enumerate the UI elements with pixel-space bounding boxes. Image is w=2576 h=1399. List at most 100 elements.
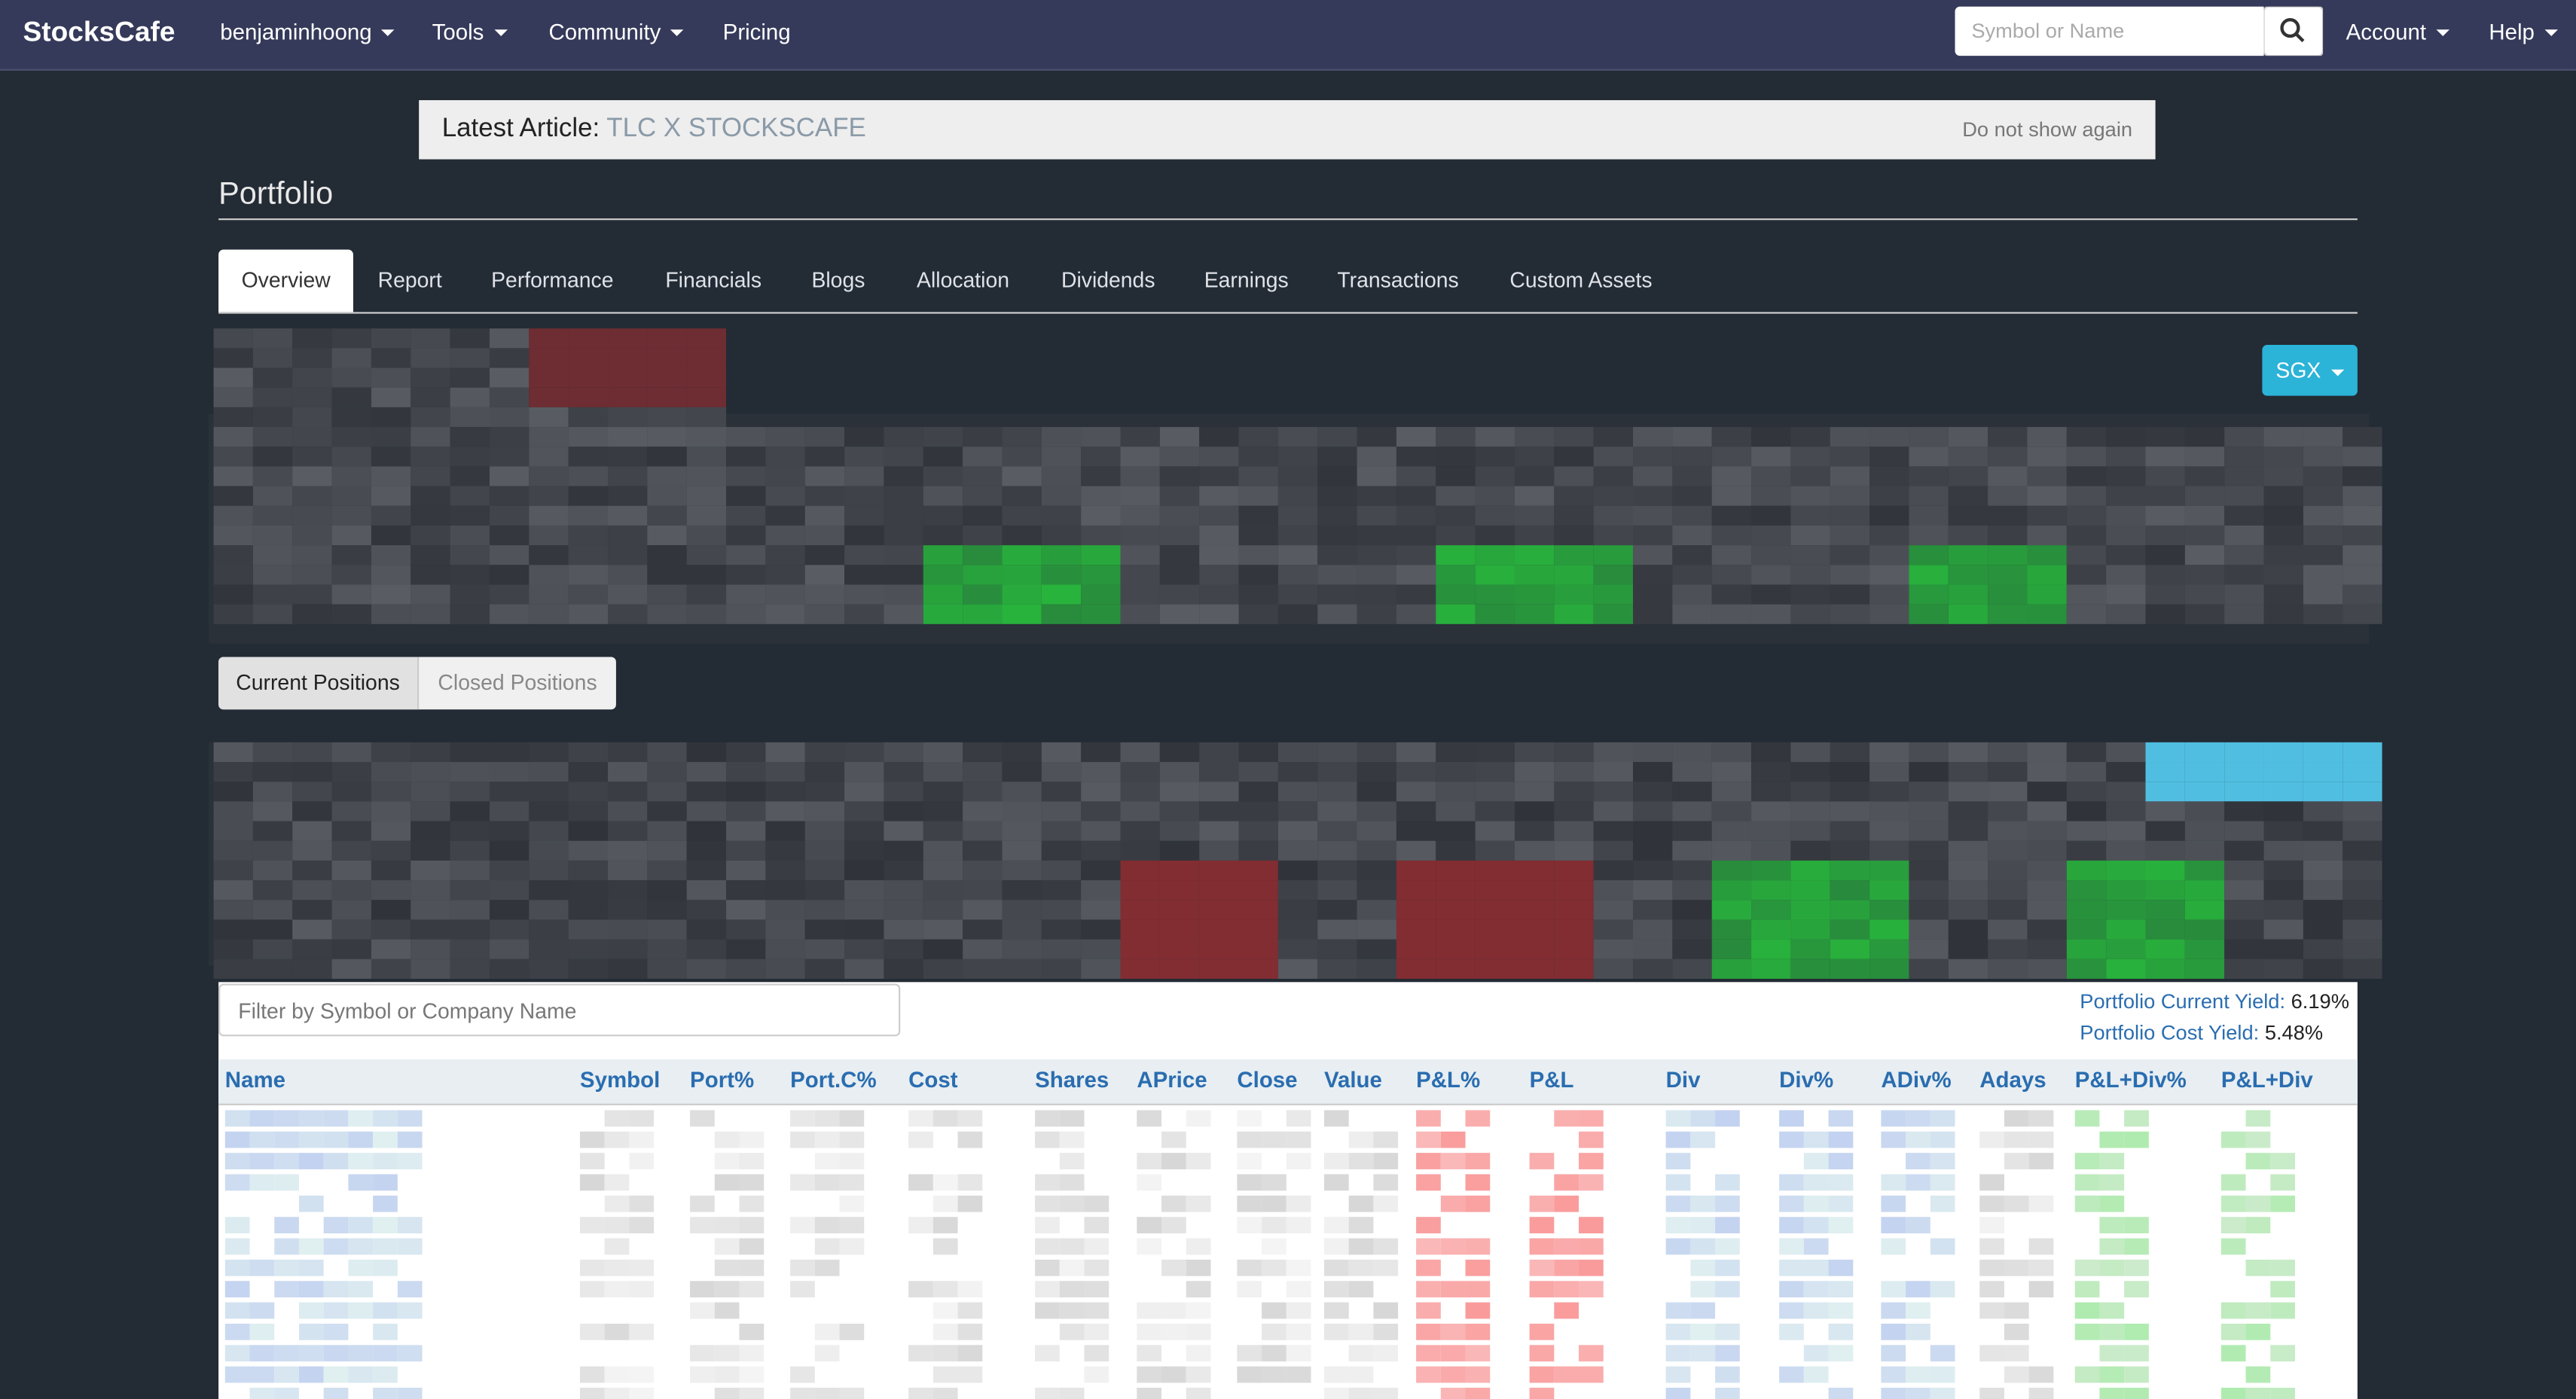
redacted-block <box>1416 1345 1441 1362</box>
redacted-block <box>1751 762 1791 782</box>
redacted-block <box>568 348 609 368</box>
redacted-block <box>1803 1195 1829 1212</box>
redacted-block <box>1081 821 1121 841</box>
tab[interactable]: Earnings <box>1204 267 1289 293</box>
redacted-block <box>1436 762 1476 782</box>
redacted-block <box>814 1131 840 1148</box>
search-input[interactable]: Symbol or Name <box>1955 6 2264 56</box>
redacted-block <box>529 742 569 763</box>
redacted-block <box>371 447 411 467</box>
tab[interactable]: Financials <box>665 267 762 293</box>
tab[interactable]: Report <box>377 267 442 293</box>
dismiss-link[interactable]: Do not show again <box>1962 118 2133 142</box>
nav-item[interactable]: Help <box>2489 20 2557 44</box>
tab[interactable]: Custom Assets <box>1509 267 1653 293</box>
redacted-block <box>371 604 411 624</box>
redacted-block <box>1084 1366 1109 1383</box>
redacted-block <box>1711 801 1752 821</box>
table-column[interactable]: P&L+Div% <box>2074 1067 2187 1093</box>
redacted-block <box>1779 1323 1804 1340</box>
filter-input[interactable]: Filter by Symbol or Company Name <box>218 983 901 1037</box>
redacted-block <box>923 427 963 447</box>
redacted-block <box>1751 742 1791 763</box>
search-button[interactable] <box>2263 6 2324 56</box>
redacted-block <box>1277 959 1318 979</box>
redacted-block <box>1828 1153 1854 1169</box>
redacted-block <box>1238 801 1278 821</box>
redacted-block <box>2224 821 2264 841</box>
brand[interactable]: StocksCafe <box>23 16 175 48</box>
table-column[interactable]: Port% <box>690 1067 755 1093</box>
table-column[interactable]: Div% <box>1779 1067 1834 1093</box>
redacted-block <box>2343 840 2382 861</box>
redacted-block <box>331 427 371 447</box>
tab[interactable]: Transactions <box>1337 267 1459 293</box>
table-column[interactable]: Port.C% <box>790 1067 877 1093</box>
redacted-block <box>1120 880 1160 901</box>
toggle-button[interactable]: Current Positions <box>218 657 420 710</box>
redacted-block <box>839 1238 865 1255</box>
nav-item[interactable]: Tools <box>432 20 507 44</box>
table-column[interactable]: Value <box>1323 1067 1382 1093</box>
redacted-block <box>411 367 450 388</box>
redacted-block <box>1159 860 1200 881</box>
redacted-block <box>1286 1345 1311 1362</box>
table-column[interactable]: P&L+Div <box>2220 1067 2313 1093</box>
redacted-block <box>213 407 253 428</box>
redacted-block <box>1830 427 1870 447</box>
redacted-block <box>1238 525 1278 546</box>
redacted-block <box>489 466 530 486</box>
tab[interactable]: Dividends <box>1061 267 1155 293</box>
nav-item[interactable]: benjaminhoong <box>220 20 395 44</box>
redacted-block <box>292 782 332 802</box>
redacted-block <box>1137 1153 1162 1169</box>
redacted-block <box>2263 466 2303 486</box>
table-column[interactable]: Adays <box>1979 1067 2046 1093</box>
table-column[interactable]: Cost <box>908 1067 958 1093</box>
redacted-block <box>1475 840 1515 861</box>
redacted-block <box>1436 525 1476 546</box>
redacted-block <box>2270 1281 2295 1298</box>
redacted-block <box>647 919 687 940</box>
redacted-block <box>1803 1366 1829 1383</box>
table-column[interactable]: APrice <box>1137 1067 1207 1093</box>
table-column[interactable]: P&L <box>1529 1067 1574 1093</box>
table-column[interactable]: Div <box>1665 1067 1701 1093</box>
article-link[interactable]: TLC X STOCKSCAFE <box>606 114 866 143</box>
tab[interactable]: Performance <box>491 267 614 293</box>
redacted-block <box>957 1323 983 1340</box>
redacted-block <box>844 447 884 467</box>
table-column[interactable]: P&L% <box>1416 1067 1481 1093</box>
table-column[interactable]: ADiv% <box>1881 1067 1952 1093</box>
redacted-block <box>1830 447 1870 467</box>
redacted-block <box>2099 1153 2125 1169</box>
redacted-block <box>489 486 530 506</box>
redacted-block <box>292 880 332 901</box>
redacted-block <box>1665 1366 1691 1383</box>
tab[interactable]: Overview <box>218 249 354 312</box>
redacted-block <box>1779 1217 1804 1234</box>
redacted-block <box>1475 782 1515 802</box>
tab[interactable]: Allocation <box>917 267 1010 293</box>
nav-item[interactable]: Account <box>2346 20 2449 44</box>
redacted-block <box>1199 525 1239 546</box>
redacted-block <box>1159 505 1200 526</box>
tab[interactable]: Blogs <box>811 267 865 293</box>
table-column[interactable]: Shares <box>1035 1067 1109 1093</box>
redacted-block <box>450 939 490 959</box>
nav-item[interactable]: Pricing <box>723 20 791 44</box>
table-column[interactable]: Symbol <box>579 1067 661 1093</box>
redacted-block <box>1869 466 1909 486</box>
redacted-block <box>1137 1323 1162 1340</box>
redacted-block <box>1909 545 1949 565</box>
redacted-block <box>1828 1388 1854 1399</box>
nav-item[interactable]: Community <box>548 20 683 44</box>
market-button[interactable]: SGX <box>2262 345 2358 396</box>
table-column[interactable]: Close <box>1237 1067 1298 1093</box>
toggle-button[interactable]: Closed Positions <box>438 669 597 695</box>
table-column[interactable]: Name <box>224 1067 286 1093</box>
redacted-block <box>1790 466 1830 486</box>
redacted-block <box>1002 466 1042 486</box>
redacted-block <box>2106 762 2146 782</box>
redacted-block <box>629 1217 655 1234</box>
